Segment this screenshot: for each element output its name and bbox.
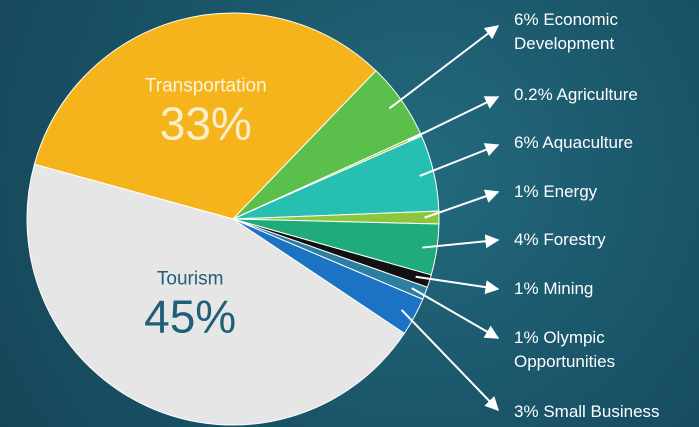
slice-label: 3% Small Business [514, 400, 694, 424]
slice-label: 1% Olympic Opportunities [514, 326, 694, 374]
category-label: Mining [543, 279, 593, 298]
slice-label: 1% Energy [514, 180, 694, 204]
category-label: Agriculture [557, 85, 638, 104]
page: {"chart_data": {"type": "pie", "categori… [0, 0, 699, 427]
value-label: 3% [514, 402, 539, 421]
slice-label: 4% Forestry [514, 228, 694, 252]
value-label: 1% [514, 328, 539, 347]
value-label: 6% [514, 133, 539, 152]
category-label: Energy [543, 182, 597, 201]
category-label: Tourism [157, 269, 224, 290]
value-label: 45% [144, 291, 236, 343]
value-label: 33% [160, 98, 252, 150]
category-label: Aquaculture [542, 133, 633, 152]
label-arrow [412, 288, 498, 338]
value-label: 4% [514, 230, 539, 249]
value-label: 1% [514, 279, 539, 298]
slice-label: 6% Aquaculture [514, 131, 694, 155]
slice-label: 1% Mining [514, 277, 694, 301]
label-arrow [420, 145, 498, 176]
category-label: Forestry [543, 230, 605, 249]
slice-label: 0.2% Agriculture [514, 83, 694, 107]
label-arrow [389, 26, 498, 108]
category-label: Small Business [543, 402, 659, 421]
label-arrow [402, 310, 498, 410]
value-label: 6% [514, 10, 539, 29]
category-label: Transportation [145, 76, 267, 97]
slice-label: 6% Economic Development [514, 8, 694, 56]
value-label: 0.2% [514, 85, 553, 104]
label-arrow [408, 97, 498, 141]
value-label: 1% [514, 182, 539, 201]
